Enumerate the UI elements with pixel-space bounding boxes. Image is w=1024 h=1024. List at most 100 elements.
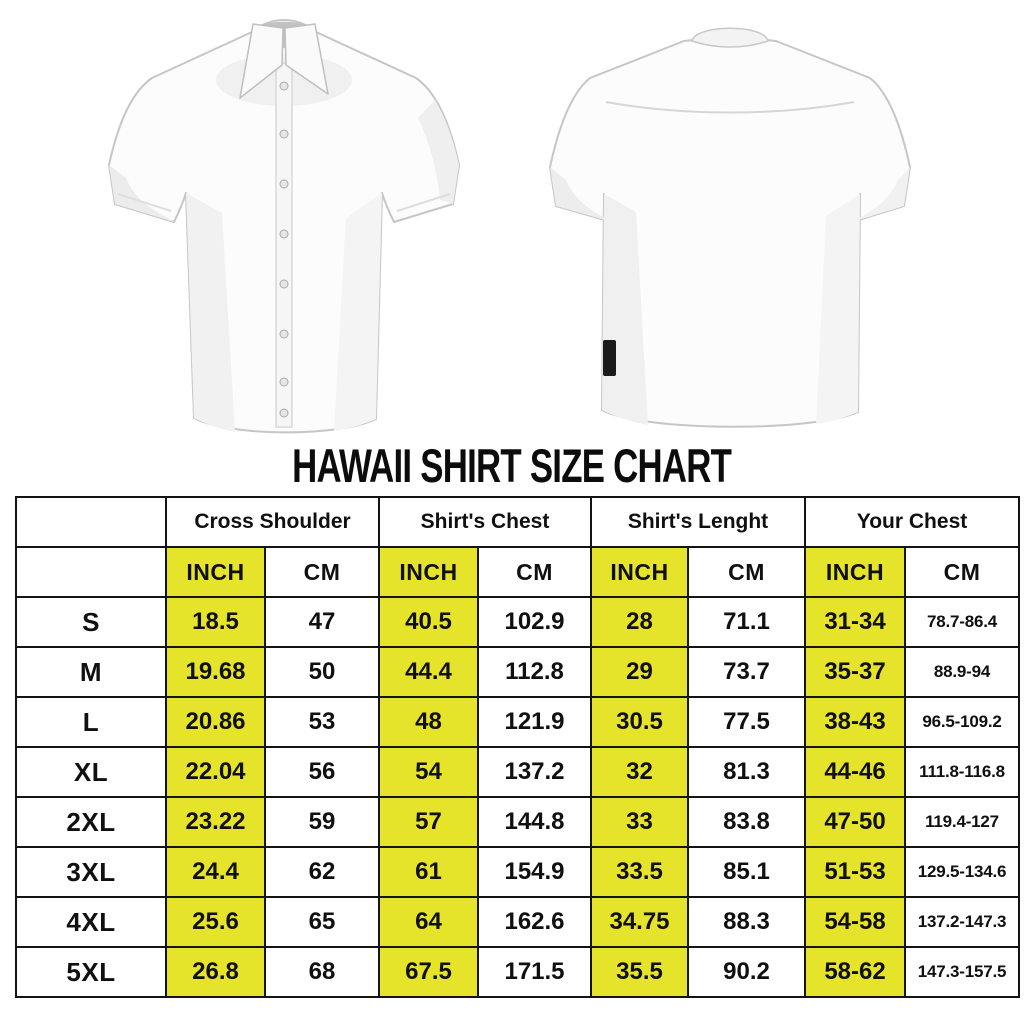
size-row-5xl: 5XL 26.8 68 67.5 171.5 35.5 90.2 58-62 1… xyxy=(15,946,1021,998)
value-cell: 30.5 xyxy=(590,696,689,748)
value-cell: 50 xyxy=(264,646,380,698)
value-cell: 102.9 xyxy=(477,596,592,648)
value-cell: 23.22 xyxy=(165,796,266,848)
value-cell: 44.4 xyxy=(378,646,479,698)
size-label: S xyxy=(15,596,167,648)
shirt-front-image xyxy=(108,19,460,434)
shirt-back-image xyxy=(549,27,911,428)
unit-header-inch: INCH xyxy=(378,546,479,598)
size-label: XL xyxy=(15,746,167,798)
unit-header-inch: INCH xyxy=(590,546,689,598)
value-cell: 64 xyxy=(378,896,479,948)
value-cell: 83.8 xyxy=(686,796,807,848)
value-cell: 144.8 xyxy=(477,796,592,848)
value-cell: 24.4 xyxy=(165,846,266,898)
size-row-s: S 18.5 47 40.5 102.9 28 71.1 31-34 78.7-… xyxy=(15,596,1021,648)
value-cell: 96.5-109.2 xyxy=(904,696,1021,748)
group-header-shirts-lenght: Shirt's Lenght xyxy=(589,496,807,548)
value-cell: 121.9 xyxy=(477,696,592,748)
group-header-row: Cross Shoulder Shirt's Chest Shirt's Len… xyxy=(15,496,1021,548)
value-cell: 54-58 xyxy=(804,896,907,948)
value-cell: 162.6 xyxy=(477,896,592,948)
group-header-shirts-chest: Shirt's Chest xyxy=(378,496,592,548)
value-cell: 129.5-134.6 xyxy=(904,846,1021,898)
value-cell: 26.8 xyxy=(165,946,266,998)
value-cell: 57 xyxy=(378,796,479,848)
value-cell: 88.9-94 xyxy=(904,646,1021,698)
value-cell: 137.2 xyxy=(477,746,592,798)
value-cell: 33 xyxy=(590,796,689,848)
size-label: 4XL xyxy=(15,896,167,948)
value-cell: 53 xyxy=(264,696,380,748)
value-cell: 25.6 xyxy=(165,896,266,948)
value-cell: 44-46 xyxy=(804,746,907,798)
group-header-cross-shoulder: Cross Shoulder xyxy=(165,496,380,548)
value-cell: 77.5 xyxy=(686,696,807,748)
value-cell: 34.75 xyxy=(590,896,689,948)
value-cell: 62 xyxy=(264,846,380,898)
value-cell: 31-34 xyxy=(804,596,907,648)
value-cell: 68 xyxy=(264,946,380,998)
size-label: 5XL xyxy=(15,946,167,998)
value-cell: 88.3 xyxy=(686,896,807,948)
size-row-l: L 20.86 53 48 121.9 30.5 77.5 38-43 96.5… xyxy=(15,696,1021,748)
size-row-4xl: 4XL 25.6 65 64 162.6 34.75 88.3 54-58 13… xyxy=(15,896,1021,948)
value-cell: 32 xyxy=(590,746,689,798)
size-label: M xyxy=(15,646,167,698)
value-cell: 137.2-147.3 xyxy=(904,896,1021,948)
value-cell: 33.5 xyxy=(590,846,689,898)
value-cell: 85.1 xyxy=(686,846,807,898)
value-cell: 58-62 xyxy=(804,946,907,998)
corner-cell xyxy=(15,496,167,548)
value-cell: 56 xyxy=(264,746,380,798)
shirt-tag xyxy=(603,340,616,376)
value-cell: 47 xyxy=(264,596,380,648)
value-cell: 19.68 xyxy=(165,646,266,698)
value-cell: 119.4-127 xyxy=(904,796,1021,848)
value-cell: 111.8-116.8 xyxy=(904,746,1021,798)
value-cell: 47-50 xyxy=(804,796,907,848)
size-row-m: M 19.68 50 44.4 112.8 29 73.7 35-37 88.9… xyxy=(15,646,1021,698)
value-cell: 67.5 xyxy=(378,946,479,998)
value-cell: 29 xyxy=(590,646,689,698)
value-cell: 81.3 xyxy=(686,746,807,798)
value-cell: 18.5 xyxy=(165,596,266,648)
value-cell: 54 xyxy=(378,746,479,798)
size-chart-table: Cross Shoulder Shirt's Chest Shirt's Len… xyxy=(15,496,1021,998)
group-header-your-chest: Your Chest xyxy=(804,496,1021,548)
unit-header-cm: CM xyxy=(904,546,1021,598)
value-cell: 35-37 xyxy=(804,646,907,698)
value-cell: 38-43 xyxy=(804,696,907,748)
value-cell: 73.7 xyxy=(686,646,807,698)
size-label: L xyxy=(15,696,167,748)
shirt-images xyxy=(0,2,1024,442)
unit-header-cm: CM xyxy=(264,546,380,598)
value-cell: 28 xyxy=(590,596,689,648)
value-cell: 71.1 xyxy=(686,596,807,648)
page-title-text: HAWAII SHIRT SIZE CHART xyxy=(292,439,732,492)
value-cell: 61 xyxy=(378,846,479,898)
value-cell: 35.5 xyxy=(590,946,689,998)
unit-header-inch: INCH xyxy=(165,546,266,598)
unit-header-cm: CM xyxy=(477,546,592,598)
value-cell: 171.5 xyxy=(477,946,592,998)
value-cell: 147.3-157.5 xyxy=(904,946,1021,998)
value-cell: 51-53 xyxy=(804,846,907,898)
value-cell: 48 xyxy=(378,696,479,748)
value-cell: 20.86 xyxy=(165,696,266,748)
value-cell: 78.7-86.4 xyxy=(904,596,1021,648)
size-label: 2XL xyxy=(15,796,167,848)
value-cell: 40.5 xyxy=(378,596,479,648)
size-row-2xl: 2XL 23.22 59 57 144.8 33 83.8 47-50 119.… xyxy=(15,796,1021,848)
value-cell: 112.8 xyxy=(477,646,592,698)
value-cell: 22.04 xyxy=(165,746,266,798)
unit-header-inch: INCH xyxy=(804,546,907,598)
size-row-xl: XL 22.04 56 54 137.2 32 81.3 44-46 111.8… xyxy=(15,746,1021,798)
value-cell: 154.9 xyxy=(477,846,592,898)
unit-header-cm: CM xyxy=(686,546,807,598)
unit-header-row: INCH CM INCH CM INCH CM INCH CM xyxy=(15,546,1021,598)
value-cell: 65 xyxy=(264,896,380,948)
size-row-3xl: 3XL 24.4 62 61 154.9 33.5 85.1 51-53 129… xyxy=(15,846,1021,898)
corner-cell-2 xyxy=(15,546,167,598)
